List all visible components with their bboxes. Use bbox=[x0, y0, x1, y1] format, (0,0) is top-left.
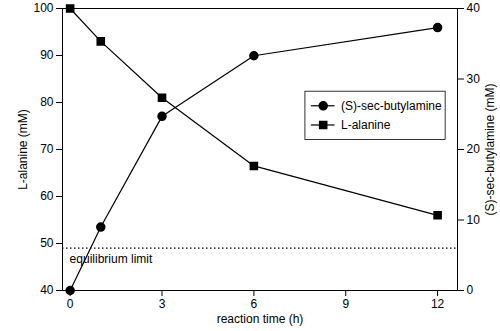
svg-text:40: 40 bbox=[467, 1, 481, 15]
svg-text:L-alanine (mM): L-alanine (mM) bbox=[16, 109, 30, 190]
svg-text:9: 9 bbox=[342, 297, 349, 311]
svg-text:0: 0 bbox=[67, 297, 74, 311]
svg-text:30: 30 bbox=[467, 72, 481, 86]
svg-text:20: 20 bbox=[467, 142, 481, 156]
svg-text:10: 10 bbox=[467, 213, 481, 227]
svg-text:70: 70 bbox=[40, 142, 54, 156]
svg-text:80: 80 bbox=[40, 95, 54, 109]
svg-text:60: 60 bbox=[40, 189, 54, 203]
svg-text:12: 12 bbox=[431, 297, 445, 311]
svg-text:40: 40 bbox=[40, 283, 54, 297]
svg-text:L-alanine: L-alanine bbox=[341, 118, 391, 132]
svg-text:0: 0 bbox=[467, 283, 474, 297]
svg-text:equilibrium limit: equilibrium limit bbox=[70, 252, 153, 266]
svg-text:reaction time (h): reaction time (h) bbox=[217, 312, 304, 326]
svg-text:100: 100 bbox=[33, 1, 53, 15]
svg-text:3: 3 bbox=[159, 297, 166, 311]
svg-text:6: 6 bbox=[251, 297, 258, 311]
svg-text:50: 50 bbox=[40, 236, 54, 250]
svg-text:(S)-sec-butylamine (mM): (S)-sec-butylamine (mM) bbox=[483, 83, 497, 215]
svg-text:(S)-sec-butylamine: (S)-sec-butylamine bbox=[341, 99, 442, 113]
svg-text:90: 90 bbox=[40, 48, 54, 62]
